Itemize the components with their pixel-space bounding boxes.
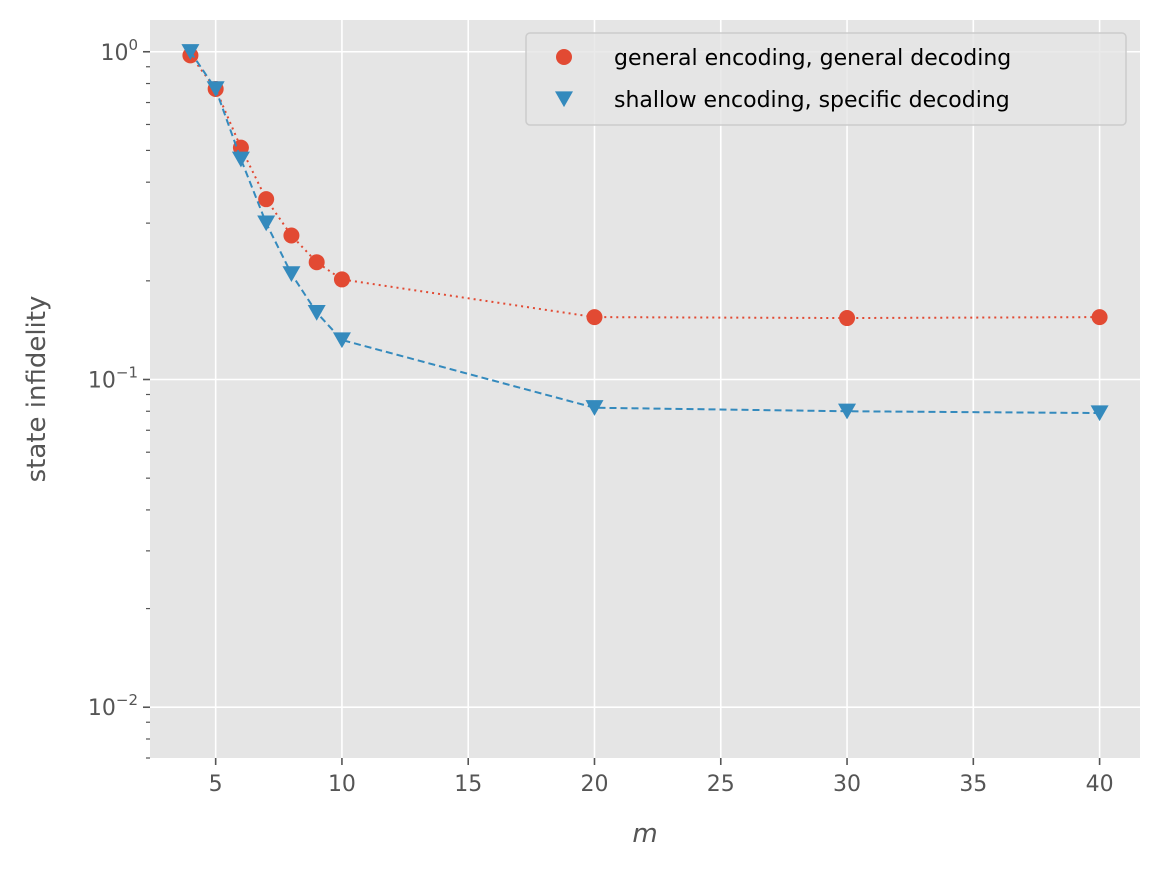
data-point — [181, 44, 200, 60]
data-point — [332, 332, 351, 349]
legend: general encoding, general decoding shallo… — [525, 32, 1127, 126]
series-shallow-encoding-specific-decoding — [181, 44, 1109, 422]
legend-item: shallow encoding, specific decoding — [555, 88, 1010, 113]
data-point — [838, 403, 857, 420]
data-point — [258, 191, 275, 208]
x-tick-label: 10 — [328, 772, 356, 797]
data-point — [257, 215, 276, 232]
x-tick-label: 40 — [1086, 772, 1114, 797]
data-point — [333, 271, 350, 288]
plot-background — [150, 20, 1140, 758]
x-tick-label: 15 — [454, 772, 482, 797]
legend-box — [525, 32, 1127, 126]
data-point — [839, 310, 856, 327]
data-point — [585, 400, 604, 416]
legend-item: general encoding, general decoding — [556, 46, 1011, 71]
series-line — [189, 54, 1100, 320]
legend-marker — [556, 49, 572, 65]
data-point — [308, 254, 325, 271]
data-point — [283, 227, 300, 244]
data-point — [307, 304, 326, 321]
axis-ticks: 5 10 15 20 25 30 35 40 100 10−1 10−2 — [88, 36, 1114, 797]
legend-label: general encoding, general decoding — [614, 46, 1011, 71]
legend-label: shallow encoding, specific decoding — [614, 88, 1010, 113]
x-tick-label: 30 — [833, 772, 861, 797]
data-point — [1091, 309, 1108, 326]
x-axis-label: m — [632, 819, 657, 849]
x-tick-label: 25 — [707, 772, 735, 797]
x-tick-label: 35 — [959, 772, 987, 797]
x-tick-label: 5 — [209, 772, 223, 797]
y-tick-label: 10−1 — [88, 363, 138, 393]
data-point — [206, 81, 225, 98]
data-point — [1090, 405, 1109, 422]
y-tick-label: 10−2 — [88, 691, 138, 721]
x-tick-label: 20 — [580, 772, 608, 797]
data-point — [282, 266, 301, 282]
data-point — [231, 151, 250, 168]
data-point — [586, 309, 603, 326]
series-line — [189, 51, 1100, 415]
series-layer — [181, 44, 1109, 422]
legend-marker — [555, 91, 573, 108]
y-axis-label: state infidelity — [22, 296, 52, 483]
y-tick-label: 100 — [100, 36, 138, 66]
